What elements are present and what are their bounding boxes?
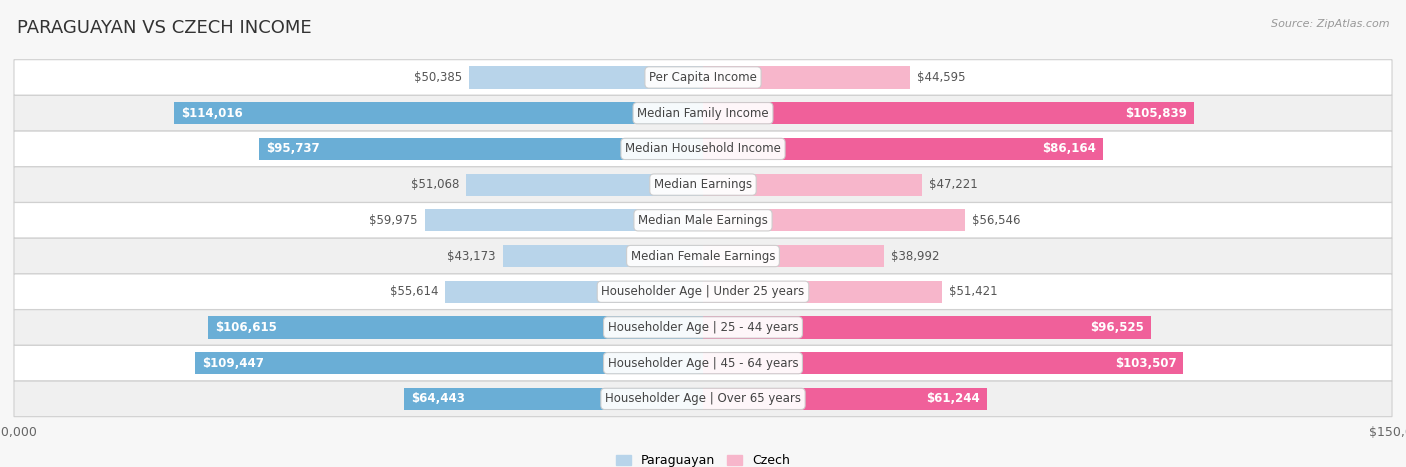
Bar [503, 245, 703, 267]
Text: $103,507: $103,507 [1115, 357, 1177, 370]
FancyBboxPatch shape [14, 238, 1392, 274]
Text: Median Household Income: Median Household Income [626, 142, 780, 156]
Bar [703, 281, 942, 303]
Text: $64,443: $64,443 [411, 392, 465, 405]
Text: $44,595: $44,595 [917, 71, 966, 84]
Bar [195, 352, 703, 374]
FancyBboxPatch shape [14, 274, 1392, 310]
Legend: Paraguayan, Czech: Paraguayan, Czech [610, 449, 796, 467]
Text: $51,068: $51,068 [411, 178, 460, 191]
Bar [404, 388, 703, 410]
Bar [425, 209, 703, 231]
Text: Median Male Earnings: Median Male Earnings [638, 214, 768, 227]
Bar [703, 66, 910, 89]
Bar [444, 281, 703, 303]
Bar [703, 316, 1152, 339]
Bar [703, 388, 987, 410]
Text: Per Capita Income: Per Capita Income [650, 71, 756, 84]
Bar [259, 138, 703, 160]
Text: $55,614: $55,614 [389, 285, 439, 298]
Text: $106,615: $106,615 [215, 321, 277, 334]
Text: Householder Age | Over 65 years: Householder Age | Over 65 years [605, 392, 801, 405]
Text: Median Family Income: Median Family Income [637, 106, 769, 120]
Text: $51,421: $51,421 [949, 285, 997, 298]
Text: $38,992: $38,992 [891, 249, 939, 262]
Text: Median Female Earnings: Median Female Earnings [631, 249, 775, 262]
Text: $86,164: $86,164 [1042, 142, 1095, 156]
Text: $43,173: $43,173 [447, 249, 496, 262]
Text: $114,016: $114,016 [181, 106, 243, 120]
Text: $56,546: $56,546 [973, 214, 1021, 227]
FancyBboxPatch shape [14, 346, 1392, 381]
Text: Median Earnings: Median Earnings [654, 178, 752, 191]
Bar [703, 174, 922, 196]
Bar [703, 352, 1184, 374]
Text: $50,385: $50,385 [415, 71, 463, 84]
Bar [703, 138, 1102, 160]
Text: PARAGUAYAN VS CZECH INCOME: PARAGUAYAN VS CZECH INCOME [17, 19, 312, 37]
Bar [470, 66, 703, 89]
FancyBboxPatch shape [14, 95, 1392, 131]
Text: $95,737: $95,737 [266, 142, 319, 156]
FancyBboxPatch shape [14, 381, 1392, 417]
Text: $96,525: $96,525 [1090, 321, 1144, 334]
Bar [208, 316, 703, 339]
Text: Source: ZipAtlas.com: Source: ZipAtlas.com [1271, 19, 1389, 28]
FancyBboxPatch shape [14, 203, 1392, 238]
Text: $47,221: $47,221 [929, 178, 977, 191]
Text: $109,447: $109,447 [202, 357, 264, 370]
Bar [703, 209, 966, 231]
Text: Householder Age | 45 - 64 years: Householder Age | 45 - 64 years [607, 357, 799, 370]
Text: $105,839: $105,839 [1125, 106, 1187, 120]
Bar [703, 245, 884, 267]
FancyBboxPatch shape [14, 310, 1392, 345]
Bar [703, 102, 1194, 124]
Text: Householder Age | Under 25 years: Householder Age | Under 25 years [602, 285, 804, 298]
Bar [465, 174, 703, 196]
Text: $61,244: $61,244 [927, 392, 980, 405]
FancyBboxPatch shape [14, 60, 1392, 95]
Text: $59,975: $59,975 [370, 214, 418, 227]
Bar [174, 102, 703, 124]
FancyBboxPatch shape [14, 167, 1392, 202]
FancyBboxPatch shape [14, 131, 1392, 167]
Text: Householder Age | 25 - 44 years: Householder Age | 25 - 44 years [607, 321, 799, 334]
